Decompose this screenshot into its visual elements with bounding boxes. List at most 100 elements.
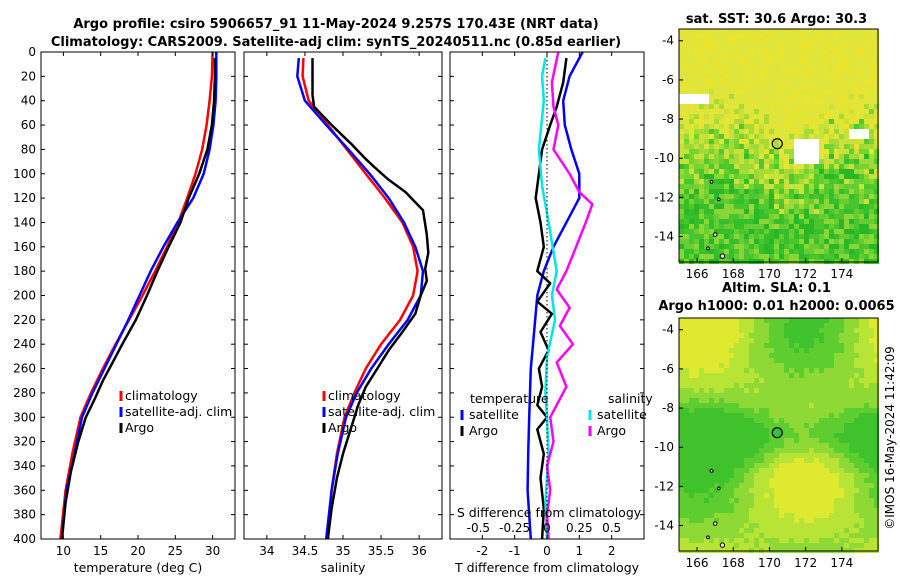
- temperature-ytick-label: 240: [13, 337, 36, 351]
- figure-title-line1: Argo profile: csiro 5906657_91 11-May-20…: [73, 17, 598, 32]
- temperature-xtick-label: 30: [205, 544, 220, 558]
- sst_map-frame: [678, 28, 879, 263]
- sst-map-panel: 166 168 170 172 174 -4 -6 -8 -10 -12 -14 sat. SST: …: [654, 12, 879, 281]
- difference-x2tick-label: 0.25: [566, 521, 593, 535]
- sst_map-cells: [679, 29, 879, 264]
- temperature-ytick-label: 300: [13, 410, 36, 424]
- temperature-ytick-label: 100: [13, 167, 36, 181]
- difference-series-salinity-satellite: [537, 57, 558, 539]
- temperature-ytick-label: 160: [13, 240, 36, 254]
- temperature-ytick-label: 20: [21, 69, 36, 83]
- temperature-xlabel: temperature (deg C): [74, 560, 203, 575]
- temperature-series-argo: [60, 58, 217, 539]
- temperature-xtick-label: 15: [93, 544, 108, 558]
- temperature-ytick-label: 180: [13, 264, 36, 278]
- temperature-ytick-label: 0: [28, 45, 36, 59]
- temperature-ytick-label: 360: [13, 483, 36, 497]
- difference-xtick-label: 1: [576, 544, 584, 558]
- sla_map-argo-marker: [771, 427, 783, 439]
- island-shape: [706, 535, 710, 540]
- sst_map-ytick-label: -4: [662, 34, 674, 48]
- sla_map-ytick-label: -14: [654, 519, 674, 533]
- sla_map-cells: [679, 318, 879, 553]
- island-shape: [717, 197, 721, 202]
- sla_map-ytick-label: -4: [662, 323, 674, 337]
- temperature-series-climatology: [59, 52, 214, 539]
- difference-panel: -2 -1 0 1 2 T difference from climatology S di…: [449, 51, 653, 575]
- temperature-ytick-label: 40: [21, 94, 36, 108]
- temperature-ytick-label: 320: [13, 435, 36, 449]
- temperature-legend-label: Argo: [125, 420, 154, 435]
- salinity-series-satellite-adj-clim: [296, 57, 425, 539]
- temperature-ytick-label: 260: [13, 362, 36, 376]
- temperature-ytick-label: 220: [13, 313, 36, 327]
- sla_map-xtick-label: 174: [830, 556, 853, 570]
- difference-xtick-label: -2: [476, 544, 488, 558]
- salinity-xlabel: salinity: [321, 560, 366, 575]
- sst_map-title: sat. SST: 30.6 Argo: 30.3: [686, 12, 867, 27]
- sla_map-ytick-label: -12: [654, 479, 674, 493]
- salinity-xtick-label: 34: [259, 544, 274, 558]
- island-shape: [712, 232, 718, 237]
- sla_map-frame: [678, 317, 879, 552]
- salinity-legend-label: Argo: [328, 420, 357, 435]
- temperature-xtick-label: 10: [56, 544, 71, 558]
- sla_map-ytick-label: -10: [654, 440, 674, 454]
- temperature-ytick-label: 140: [13, 215, 36, 229]
- temperature-legend-label: climatology: [125, 388, 198, 403]
- sst_map-xtick-label: 174: [830, 267, 853, 281]
- sla_map-xtick-label: 172: [794, 556, 817, 570]
- difference-x2tick-label: -0.5: [467, 521, 490, 535]
- figure-title-line2: Climatology: CARS2009. Satellite-adj cli…: [51, 35, 621, 50]
- temperature-xtick-label: 25: [168, 544, 183, 558]
- difference-legend-label: satellite: [469, 407, 519, 422]
- salinity-xtick-label: 35.5: [368, 544, 395, 558]
- island-shape: [712, 521, 718, 526]
- temperature-ytick-label: 380: [13, 508, 36, 522]
- salinity-series-climatology: [301, 58, 419, 539]
- difference-legend-label: Argo: [469, 423, 498, 438]
- difference-legend-heading-temperature: temperature: [470, 391, 549, 406]
- sla-map-panel: 166 168 170 172 174 -4 -6 -8 -10 -12 -14 Altim. SLA…: [654, 281, 894, 570]
- sst_map-xtick-label: 172: [794, 267, 817, 281]
- salinity-series-argo: [311, 58, 430, 539]
- difference-x2tick-label: -0.25: [499, 521, 530, 535]
- difference-xtick-label: 0: [543, 544, 551, 558]
- difference-legend-heading-salinity: salinity: [608, 391, 653, 406]
- difference-legend-label: Argo: [597, 423, 626, 438]
- island-shape: [709, 179, 714, 184]
- temperature-plot-area: [59, 52, 218, 539]
- temperature-ytick-label: 200: [13, 289, 36, 303]
- difference-plot-area: [526, 52, 594, 539]
- temperature-ytick-label: 340: [13, 459, 36, 473]
- sla_map-islands: [706, 468, 726, 548]
- temperature-xtick-label: 20: [130, 544, 145, 558]
- copyright-label: ©IMOS 16-May-2024 11:42:09: [883, 346, 897, 530]
- sst_map-ytick-label: -10: [654, 151, 674, 165]
- temperature-panel: 0 20 40 60 80 100 120 140 160 180 200 220 240 260 280 3…: [13, 45, 236, 575]
- sst_map-argo-marker: [771, 138, 783, 150]
- sla_map-xtick-label: 168: [722, 556, 745, 570]
- sst_map-islands: [706, 179, 726, 259]
- difference-series-temperature-satellite: [526, 52, 584, 539]
- difference-series-salinity-argo: [545, 52, 594, 539]
- difference-xlabel: T difference from climatology: [454, 560, 640, 575]
- difference-xtick-label: 2: [608, 544, 616, 558]
- salinity-panel: 34 34.5 35 35.5 36 salinity climatologysatelli…: [243, 51, 443, 575]
- temperature-ytick-label: 80: [21, 142, 36, 156]
- salinity-xtick-label: 34.5: [292, 544, 319, 558]
- salinity-legend-label: satellite-adj. clim: [328, 404, 435, 419]
- salinity-legend-label: climatology: [328, 388, 401, 403]
- sla_map-ytick-label: -6: [662, 362, 674, 376]
- island-shape: [719, 542, 726, 548]
- temperature-ytick-label: 60: [21, 118, 36, 132]
- sst_map-ytick-label: -8: [662, 112, 674, 126]
- sst_map-ytick-label: -14: [654, 230, 674, 244]
- island-shape: [706, 246, 710, 251]
- sst_map-xtick-label: 170: [758, 267, 781, 281]
- temperature-ytick-label: 120: [13, 191, 36, 205]
- difference-x2tick-label: 0.5: [602, 521, 621, 535]
- island-shape: [719, 253, 726, 259]
- difference-x2label: S difference from climatology: [457, 505, 642, 520]
